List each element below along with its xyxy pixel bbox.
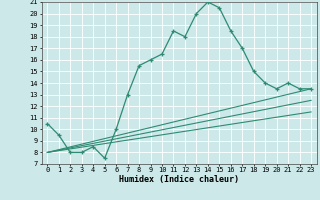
X-axis label: Humidex (Indice chaleur): Humidex (Indice chaleur) (119, 175, 239, 184)
